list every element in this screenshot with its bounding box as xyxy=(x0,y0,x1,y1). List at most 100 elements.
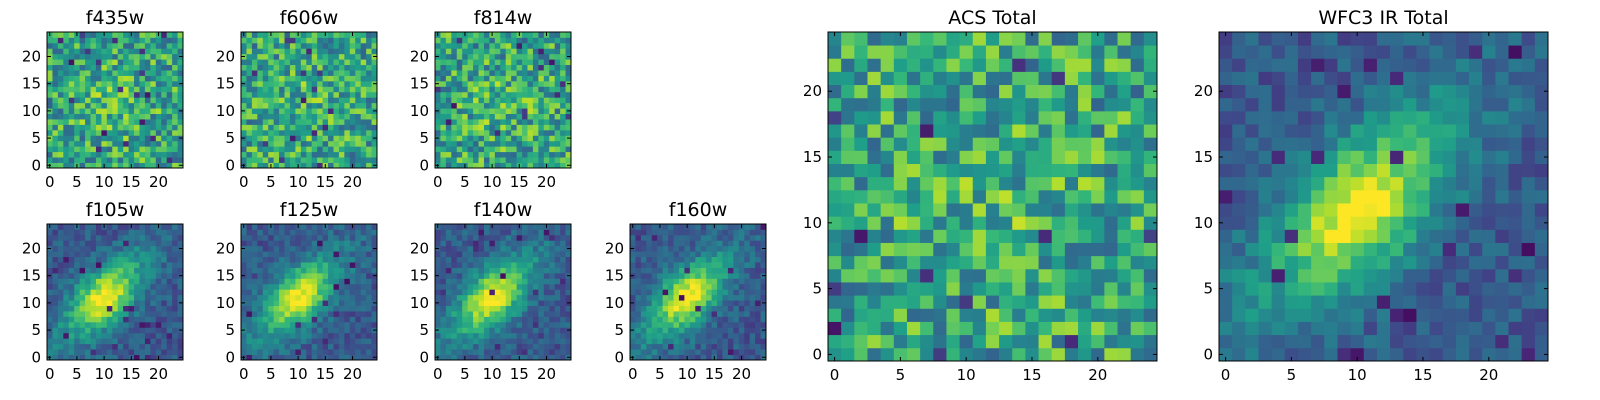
heatmap-cell xyxy=(306,140,313,147)
heatmap-cell xyxy=(95,251,102,258)
heatmap-cell xyxy=(144,53,151,60)
heatmap-cell xyxy=(90,59,97,66)
heatmap-cell xyxy=(371,294,378,301)
heatmap-cell xyxy=(106,245,113,252)
heatmap-cell xyxy=(505,124,512,131)
heatmap-cell xyxy=(1117,176,1132,191)
heatmap-cell xyxy=(257,140,264,147)
heatmap-cell xyxy=(63,129,70,136)
heatmap-cell xyxy=(511,124,517,131)
heatmap-cell xyxy=(300,32,307,38)
heatmap-cell xyxy=(1091,347,1105,362)
heatmap-cell xyxy=(322,305,329,312)
heatmap-cell xyxy=(311,240,318,247)
heatmap-cell xyxy=(651,272,658,279)
heatmap-cell xyxy=(473,251,479,258)
heatmap-cell xyxy=(155,146,162,153)
heatmap-cell xyxy=(112,113,119,120)
heatmap-cell xyxy=(90,278,97,285)
heatmap-cell xyxy=(706,272,712,279)
heatmap-cell xyxy=(300,37,307,44)
heatmap-cell xyxy=(79,251,86,258)
heatmap-cell xyxy=(295,321,302,328)
heatmap-cell xyxy=(306,234,313,241)
heatmap-cell xyxy=(371,151,378,158)
panel-title: f160w xyxy=(669,199,728,221)
heatmap-cell xyxy=(522,32,528,38)
heatmap-cell xyxy=(854,189,868,204)
heatmap-cell xyxy=(155,64,162,71)
heatmap-cell xyxy=(527,151,534,158)
heatmap-cell xyxy=(560,113,566,120)
heatmap-cell xyxy=(451,162,458,169)
heatmap-cell xyxy=(451,97,458,104)
heatmap-cell xyxy=(946,242,960,257)
y-tick-label: 5 xyxy=(225,321,235,339)
heatmap-cell xyxy=(128,256,135,263)
heatmap-cell xyxy=(360,311,367,317)
heatmap-cell xyxy=(689,278,696,285)
heatmap-cell xyxy=(262,37,269,44)
heatmap-cell xyxy=(101,229,108,236)
heatmap-cell xyxy=(630,294,636,301)
heatmap-cell xyxy=(467,146,474,153)
heatmap-cell xyxy=(554,75,561,82)
heatmap-cell xyxy=(489,256,496,263)
heatmap-cell xyxy=(478,119,485,125)
heatmap-cell xyxy=(306,37,313,44)
heatmap-cell xyxy=(273,162,280,169)
x-tick-label: 15 xyxy=(510,365,529,383)
heatmap-cell xyxy=(333,349,340,355)
heatmap-cell xyxy=(640,272,647,279)
heatmap-cell xyxy=(172,140,178,147)
heatmap-cell xyxy=(306,240,313,247)
heatmap-cell xyxy=(711,305,718,312)
heatmap-cell xyxy=(338,283,345,290)
heatmap-cell xyxy=(117,151,124,158)
heatmap-cell xyxy=(635,289,642,296)
heatmap-cell xyxy=(684,338,691,345)
heatmap-cell xyxy=(79,327,86,334)
heatmap-cell xyxy=(246,135,253,142)
heatmap-cell xyxy=(349,37,356,44)
heatmap-cell xyxy=(560,119,566,125)
heatmap-cell xyxy=(657,321,664,328)
heatmap-cell xyxy=(972,321,987,336)
heatmap-cell xyxy=(166,332,173,339)
heatmap-cell xyxy=(268,91,275,98)
x-tick-label: 5 xyxy=(460,365,470,383)
heatmap-cell xyxy=(435,349,441,355)
heatmap-cell xyxy=(1038,295,1053,309)
heatmap-cell xyxy=(349,251,356,258)
heatmap-cell xyxy=(668,305,674,312)
heatmap-cell xyxy=(177,146,184,153)
heatmap-cell xyxy=(828,268,842,283)
heatmap-cell xyxy=(532,102,539,109)
heatmap-cell xyxy=(284,224,291,230)
heatmap-cell xyxy=(516,80,523,87)
heatmap-cell xyxy=(177,224,184,230)
heatmap-cell xyxy=(172,321,178,328)
heatmap-cell xyxy=(349,119,356,125)
heatmap-cell xyxy=(349,135,356,142)
heatmap-cell xyxy=(554,151,561,158)
heatmap-cell xyxy=(79,343,86,350)
heatmap-cell xyxy=(134,256,140,263)
heatmap-cell xyxy=(500,289,507,296)
heatmap-cell xyxy=(57,289,64,296)
heatmap-cell xyxy=(511,321,517,328)
heatmap-cell xyxy=(322,300,329,306)
heatmap-cell xyxy=(565,316,572,323)
heatmap-cell xyxy=(478,53,485,60)
heatmap-cell xyxy=(522,262,528,268)
heatmap-cell xyxy=(565,32,572,38)
heatmap-cell xyxy=(300,135,307,142)
heatmap-cell xyxy=(112,349,119,355)
heatmap-cell xyxy=(538,64,545,71)
heatmap-cell xyxy=(478,343,485,350)
heatmap-cell xyxy=(972,255,987,270)
heatmap-cell xyxy=(295,151,302,158)
heatmap-cell xyxy=(123,157,129,163)
heatmap-cell xyxy=(1117,216,1132,230)
